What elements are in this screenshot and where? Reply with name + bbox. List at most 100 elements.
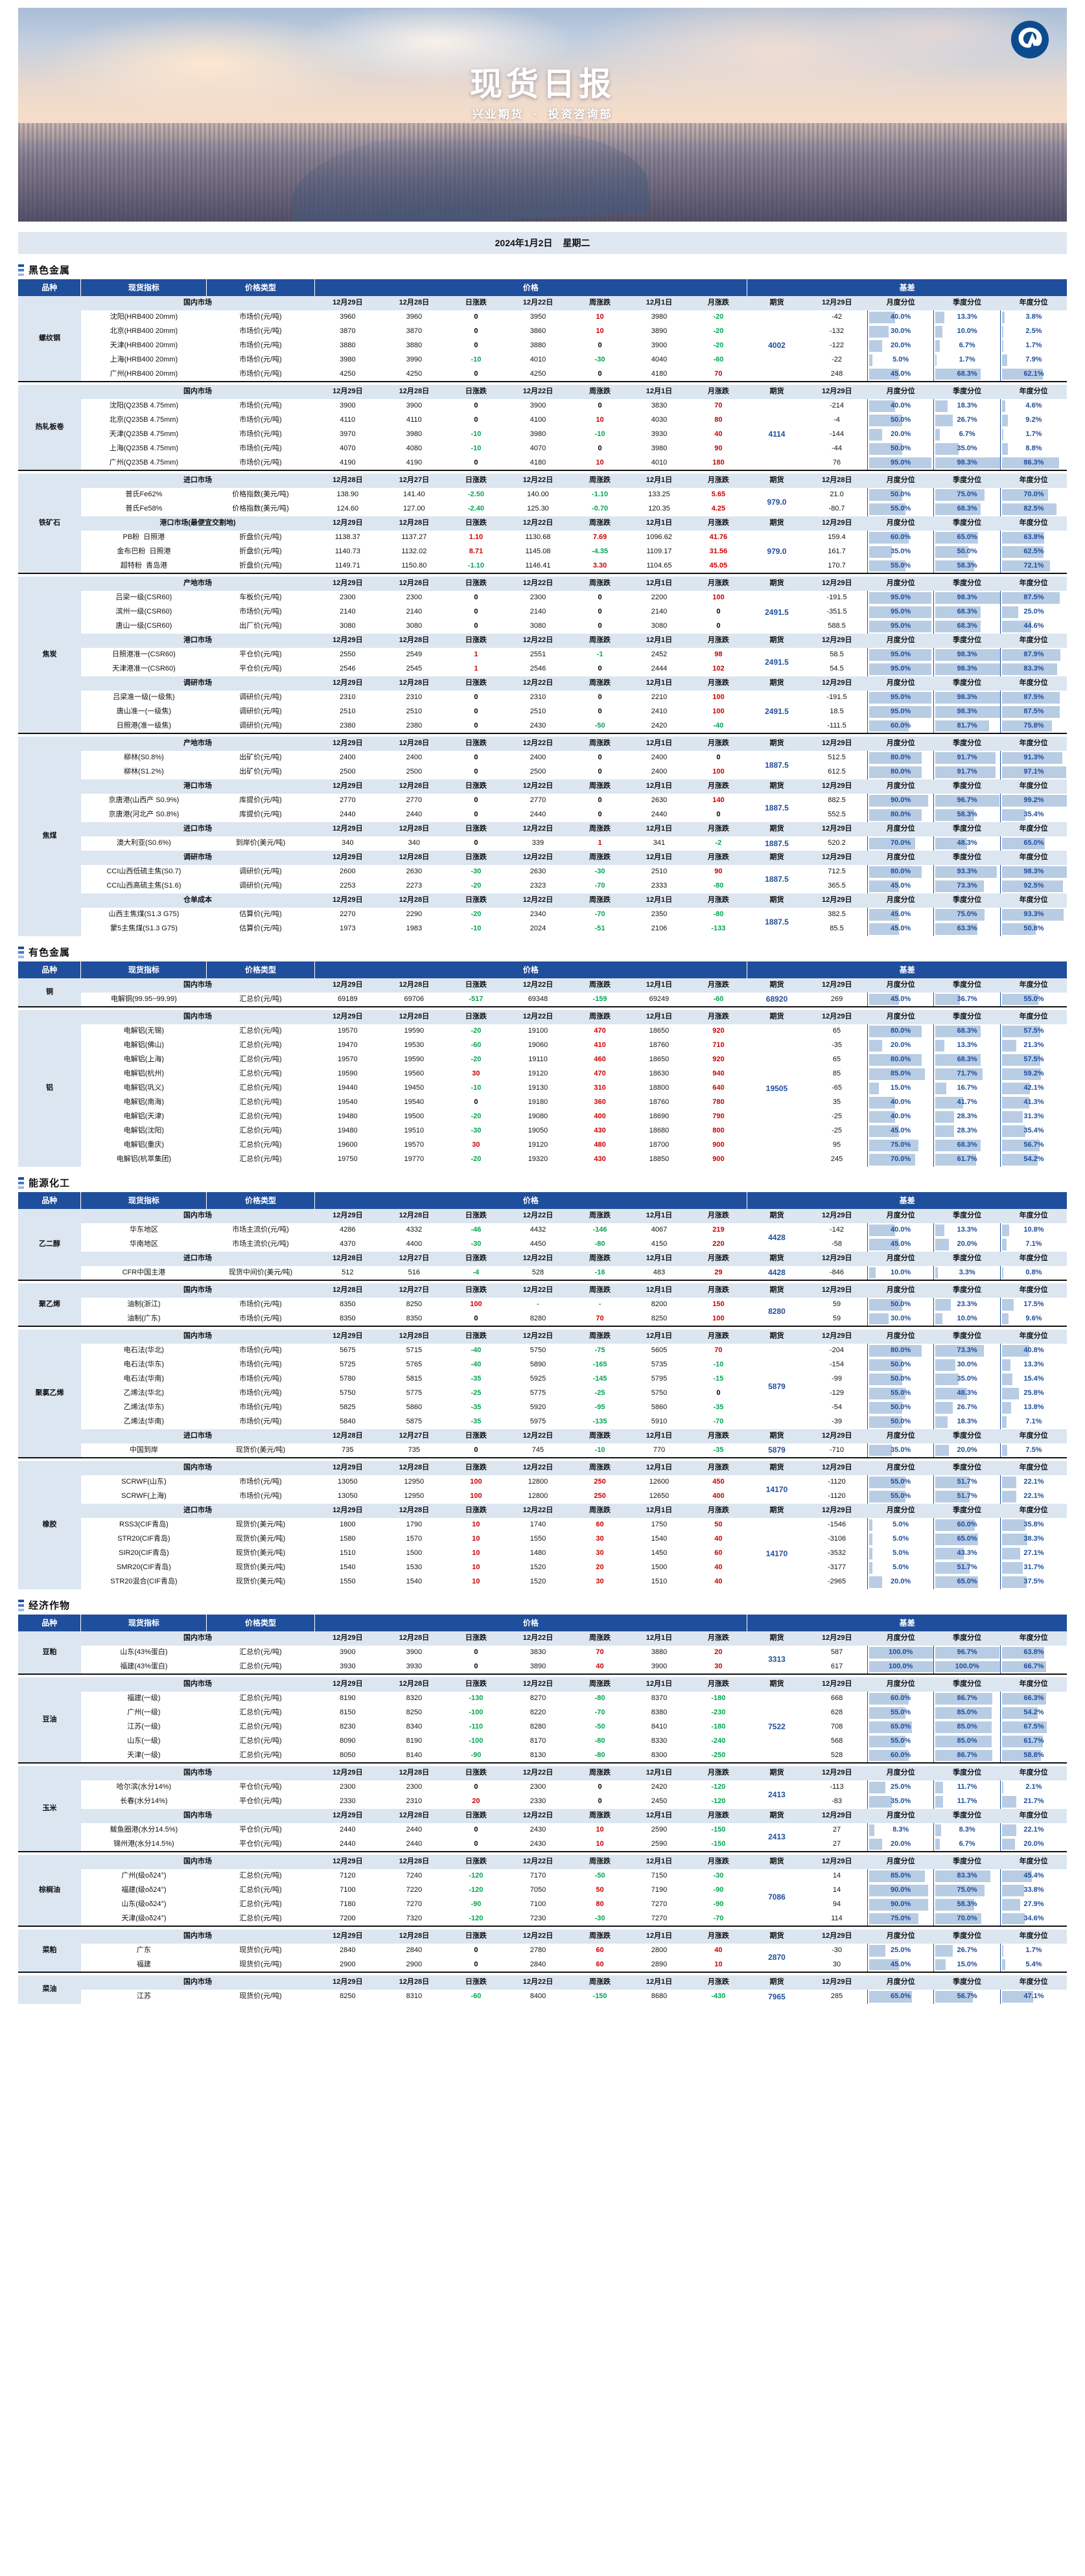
sub-col-header: 12月1日 xyxy=(628,385,690,399)
sub-col-header: 年度分位 xyxy=(1000,978,1067,993)
quantile-cell: 75.0% xyxy=(933,488,1001,502)
price-cell: 13050 xyxy=(338,1478,358,1486)
price-cell: 5605 xyxy=(651,1346,668,1355)
price-cell: -1 xyxy=(596,650,603,659)
table-row: 普氏Fe62% 价格指数(美元/吨) 138.90 141.40 -2.50 140.00… xyxy=(18,488,1067,507)
quantile-cell: 60.0% xyxy=(867,531,934,545)
price-cell: 2420 xyxy=(651,1783,668,1791)
price-cell: 0 xyxy=(474,1445,478,1454)
quantile-value: 28.3% xyxy=(957,1112,977,1121)
sub-col-header: 日涨跌 xyxy=(447,893,505,908)
quantile-cell: 31.3% xyxy=(999,1110,1067,1124)
price-cell: -95 xyxy=(594,1403,605,1412)
price-type-cell: 市场价(元/吨) xyxy=(239,430,282,439)
quantile-value: 37.5% xyxy=(1023,1578,1044,1586)
quantile-cell: 100.0% xyxy=(867,1646,934,1660)
price-cell: 8330 xyxy=(651,1737,668,1745)
price-type-cell: 汇总价(元/吨) xyxy=(239,1155,282,1164)
sub-col-header: 12月1日 xyxy=(628,474,690,488)
sub-col-header: 月涨跌 xyxy=(690,1429,747,1443)
price-type-cell: 市场价(元/吨) xyxy=(239,341,282,350)
quantile-cell: 40.0% xyxy=(867,1223,934,1237)
quantile-value: 80.0% xyxy=(891,768,911,776)
price-cell: -240 xyxy=(711,1737,726,1745)
price-cell: 8090 xyxy=(340,1737,356,1745)
quantile-bar xyxy=(1001,1991,1033,2003)
quantile-value: 20.0% xyxy=(891,430,911,439)
spot-indicator-cell: 山东(级οδ24°) xyxy=(121,1900,167,1909)
quantile-value: 45.0% xyxy=(891,882,911,890)
table-row: 超特粉 青岛港 折盘价(元/吨) 1149.71 1150.80 -1.10 1146.4… xyxy=(18,559,1067,573)
price-cell: 19530 xyxy=(404,1041,425,1050)
sub-col-header: 月涨跌 xyxy=(690,1283,747,1298)
quantile-value: 98.3% xyxy=(957,458,977,466)
price-cell: 8130 xyxy=(530,1751,546,1759)
quantile-cell: 22.1% xyxy=(999,1823,1067,1837)
quantile-value: 55.0% xyxy=(891,1737,911,1745)
spot-indicator-cell: 澳大利亚(S0.6%) xyxy=(117,839,171,847)
spot-indicator-cell: 鲅鱼圈港(水分14.5%) xyxy=(110,1826,178,1834)
price-cell: 3900 xyxy=(406,1648,423,1657)
price-cell: -70 xyxy=(594,910,605,919)
spot-indicator-cell: 广东 xyxy=(136,1946,151,1955)
price-cell: 780 xyxy=(712,1098,725,1107)
quantile-bar xyxy=(935,1477,970,1488)
price-cell: -30 xyxy=(471,1240,482,1248)
basis-cell: 882.5 xyxy=(828,796,846,805)
quantile-value: 71.7% xyxy=(957,1070,977,1078)
variety-name-cell: 橡胶 xyxy=(18,1461,81,1589)
quantile-cell: 80.0% xyxy=(867,865,934,879)
price-cell: 8310 xyxy=(406,1992,423,2001)
price-cell: 2310 xyxy=(530,693,546,702)
quantile-cell: 6.7% xyxy=(933,428,1001,442)
quantile-bar xyxy=(1001,443,1008,455)
price-cell: -159 xyxy=(592,995,607,1003)
price-cell: 19450 xyxy=(404,1084,425,1092)
quantile-value: 95.0% xyxy=(891,693,911,702)
quantile-cell: 61.7% xyxy=(933,1153,1001,1167)
price-cell: 3890 xyxy=(651,327,668,336)
quantile-value: 20.0% xyxy=(957,1240,977,1248)
quantile-bar xyxy=(935,1870,990,1882)
quantile-value: 80.0% xyxy=(891,1346,911,1355)
price-cell: 19590 xyxy=(338,1070,358,1078)
price-cell: 0 xyxy=(474,693,478,702)
basis-cell: 14 xyxy=(832,1872,841,1880)
price-cell: 8140 xyxy=(406,1751,423,1759)
col-header-price-type: 价格类型 xyxy=(206,279,315,296)
basis-cell: 245 xyxy=(830,1155,843,1164)
sub-col-header: 12月27日 xyxy=(380,474,448,488)
sub-col-header: 期货 xyxy=(747,737,807,751)
quantile-cell: 25.8% xyxy=(999,1386,1067,1401)
quantile-value: 45.0% xyxy=(891,995,911,1003)
spot-indicator-cell: 乙烯法(华北) xyxy=(123,1389,165,1397)
quantile-cell: 91.7% xyxy=(933,765,1001,779)
quantile-value: 59.2% xyxy=(1023,1070,1044,1078)
quantile-cell: 67.5% xyxy=(999,1720,1067,1734)
sub-col-header: 季度分位 xyxy=(933,737,1001,751)
market-subheader-row: 进口市场 12月28日 12月27日 日涨跌 12月22日 周涨跌 12月1日 月涨跌 期货 12… xyxy=(18,1429,1067,1443)
price-cell: 2900 xyxy=(340,1960,356,1968)
price-cell: 102 xyxy=(712,665,725,673)
table-row: 沈阳(HRB400 20mm) 市场价(元/吨) 3960 3960 0 3950 10 39… xyxy=(18,310,1067,350)
sub-col-header: 年度分位 xyxy=(1000,822,1067,836)
sub-col-header: 周涨跌 xyxy=(571,1429,629,1443)
sub-col-header: 12月1日 xyxy=(628,851,690,865)
quantile-value: 55.0% xyxy=(891,561,911,569)
price-cell: 12800 xyxy=(528,1492,548,1501)
price-cell: 0 xyxy=(474,593,478,602)
price-cell: 340 xyxy=(408,839,421,847)
table-row: 电解铝(沈阳) 汇总价(元/吨) 19480 19510 -30 19050 430 1868… xyxy=(18,1124,1067,1138)
quantile-bar xyxy=(869,766,922,778)
table-row: 福建(43%蛋白) 汇总价(元/吨) 3930 3930 0 3890 40 3900 30 61… xyxy=(18,1660,1067,1674)
quantile-value: 41.3% xyxy=(1023,1098,1044,1107)
quantile-value: 82.5% xyxy=(1023,505,1044,513)
price-cell: -100 xyxy=(469,1708,484,1717)
quantile-value: 45.0% xyxy=(891,925,911,933)
sub-col-header: 月涨跌 xyxy=(690,978,747,993)
quantile-cell: 68.3% xyxy=(933,502,1001,516)
quantile-bar xyxy=(935,1519,975,1531)
price-cell: 1137.27 xyxy=(401,533,427,542)
sub-col-header: 12月27日 xyxy=(380,1429,448,1443)
sub-col-header: 12月1日 xyxy=(628,1329,690,1344)
